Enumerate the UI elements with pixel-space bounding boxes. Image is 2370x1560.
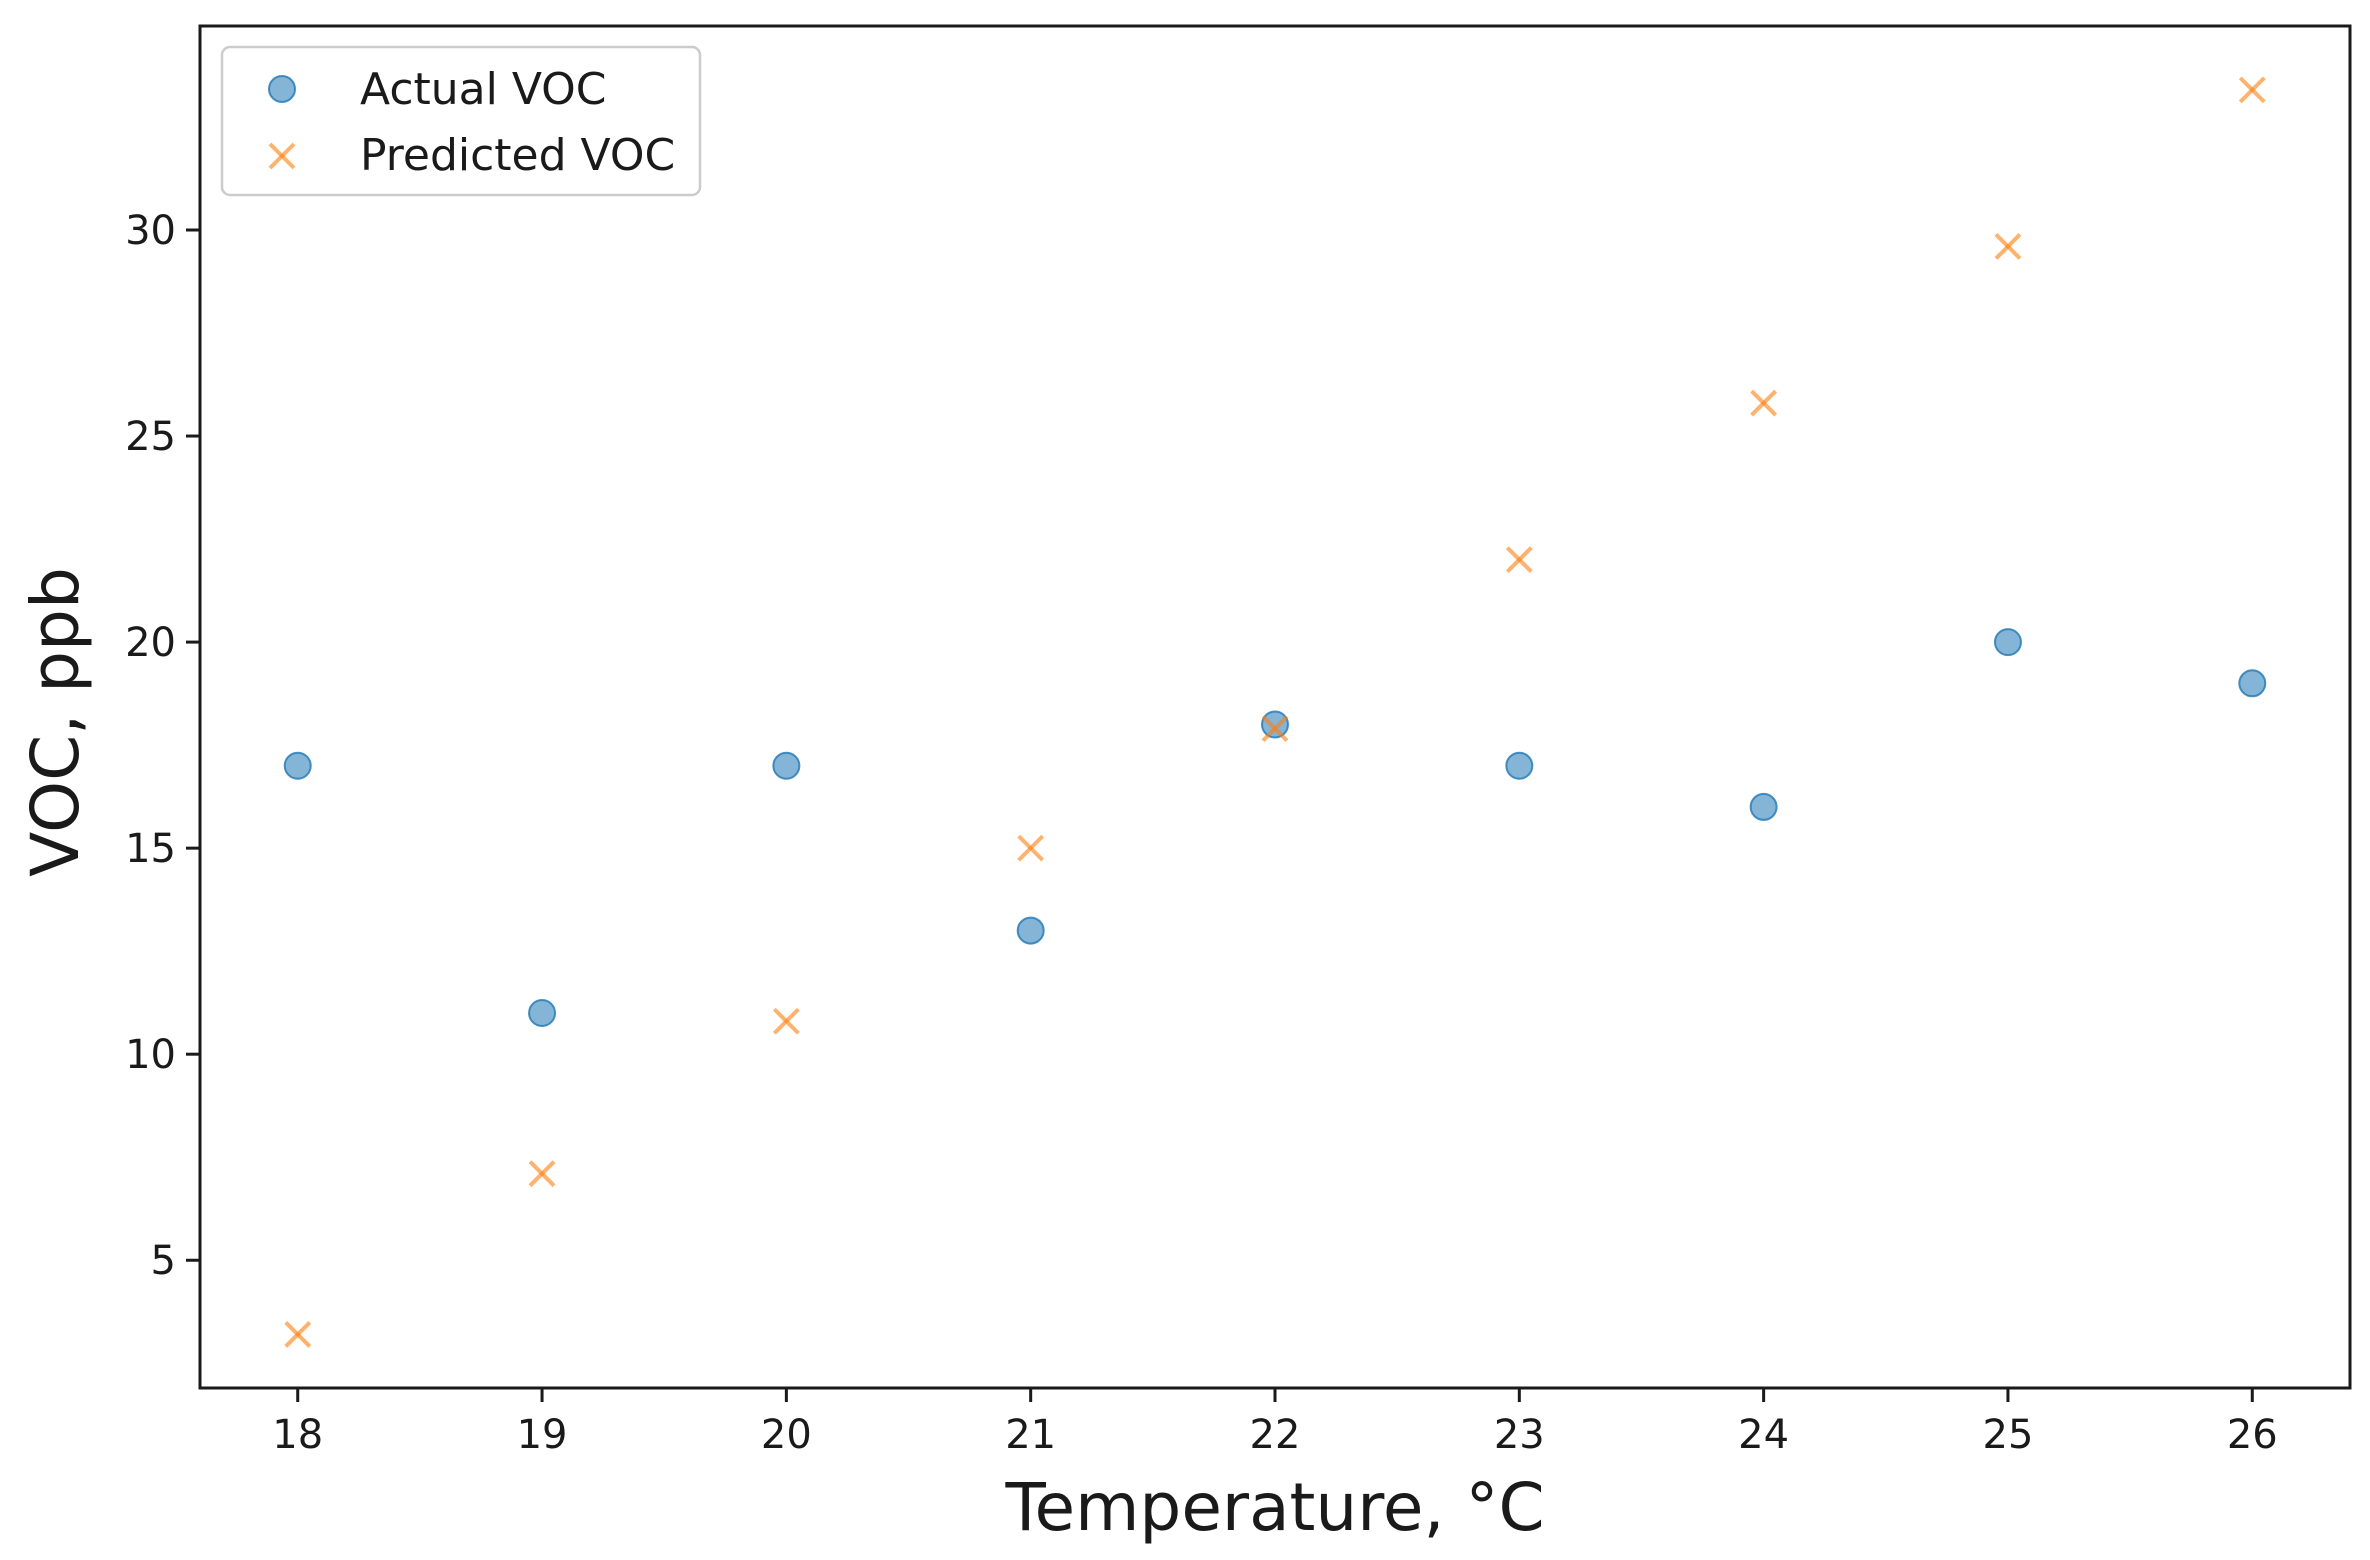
legend-actual-marker bbox=[268, 75, 296, 103]
x-tick-label: 21 bbox=[1005, 1412, 1056, 1458]
actual-voc-point bbox=[1261, 710, 1289, 739]
legend-frame bbox=[220, 45, 702, 197]
actual-voc-point bbox=[1749, 792, 1778, 821]
x-tick-label: 23 bbox=[1494, 1412, 1545, 1458]
predicted-voc-point bbox=[284, 1321, 312, 1348]
legend-predicted-label: Predicted VOC bbox=[360, 130, 675, 181]
y-tick-label: 25 bbox=[125, 414, 176, 460]
plot-frame bbox=[198, 24, 2352, 1390]
legend-actual-label: Actual VOC bbox=[360, 64, 607, 115]
x-tick-label: 19 bbox=[517, 1412, 568, 1458]
actual-voc-point bbox=[1993, 628, 2022, 657]
x-tick-label: 22 bbox=[1250, 1412, 1301, 1458]
data-marks bbox=[283, 76, 2267, 1348]
predicted-voc-point bbox=[2238, 76, 2266, 104]
y-tick-label: 30 bbox=[125, 208, 176, 254]
y-tick-label: 15 bbox=[125, 826, 176, 872]
x-tick-label: 18 bbox=[272, 1412, 323, 1458]
y-tick-label: 10 bbox=[125, 1032, 176, 1078]
actual-voc-point bbox=[2238, 669, 2267, 698]
predicted-voc-point bbox=[1505, 546, 1533, 574]
actual-voc-point bbox=[772, 751, 801, 780]
predicted-voc-point bbox=[1994, 233, 2022, 260]
x-tick-label: 25 bbox=[1983, 1412, 2034, 1458]
x-tick-label: 26 bbox=[2227, 1412, 2278, 1458]
legend-predicted-marker bbox=[268, 142, 296, 170]
y-tick-label: 5 bbox=[151, 1238, 176, 1284]
x-axis: 18 19 20 21 22 23 24 25 26 bbox=[272, 1388, 2278, 1458]
actual-voc-point bbox=[528, 998, 557, 1027]
predicted-voc-point bbox=[772, 1007, 800, 1035]
y-axis: 5 10 15 20 25 30 bbox=[125, 208, 200, 1284]
predicted-voc-point bbox=[1261, 715, 1289, 743]
actual-voc-point bbox=[1016, 916, 1045, 945]
x-axis-title: Temperature, °C bbox=[1004, 1469, 1544, 1546]
actual-voc-point bbox=[283, 751, 312, 780]
predicted-voc-point bbox=[1017, 834, 1045, 862]
x-tick-label: 24 bbox=[1738, 1412, 1789, 1458]
y-tick-label: 20 bbox=[125, 620, 176, 666]
y-axis-title: VOC, ppb bbox=[17, 567, 94, 877]
actual-voc-point bbox=[1505, 751, 1534, 780]
predicted-voc-point bbox=[1750, 389, 1778, 417]
predicted-voc-point bbox=[528, 1160, 556, 1188]
x-tick-label: 20 bbox=[761, 1412, 812, 1458]
legend: Actual VOC Predicted VOC bbox=[220, 45, 702, 197]
